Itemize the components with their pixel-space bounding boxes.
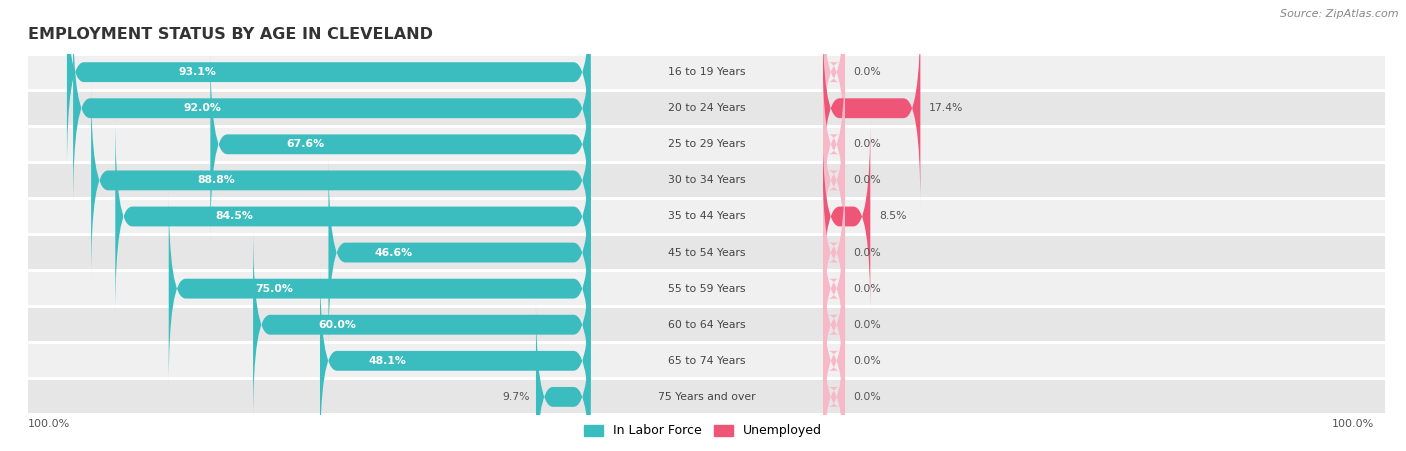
FancyBboxPatch shape <box>591 344 823 377</box>
FancyBboxPatch shape <box>28 272 591 305</box>
Text: 30 to 34 Years: 30 to 34 Years <box>668 175 745 185</box>
FancyBboxPatch shape <box>169 190 591 387</box>
FancyBboxPatch shape <box>823 118 870 315</box>
FancyBboxPatch shape <box>823 55 1385 89</box>
Text: 48.1%: 48.1% <box>368 356 406 366</box>
FancyBboxPatch shape <box>591 380 823 414</box>
FancyBboxPatch shape <box>28 200 591 233</box>
Text: 60.0%: 60.0% <box>319 320 356 330</box>
FancyBboxPatch shape <box>823 344 1385 377</box>
FancyBboxPatch shape <box>823 10 921 207</box>
FancyBboxPatch shape <box>823 380 1385 414</box>
FancyBboxPatch shape <box>823 226 845 423</box>
FancyBboxPatch shape <box>536 299 591 451</box>
FancyBboxPatch shape <box>591 200 823 233</box>
Text: 0.0%: 0.0% <box>853 356 882 366</box>
FancyBboxPatch shape <box>823 308 1385 341</box>
Text: 92.0%: 92.0% <box>184 103 221 113</box>
FancyBboxPatch shape <box>823 190 845 387</box>
FancyBboxPatch shape <box>28 55 591 89</box>
FancyBboxPatch shape <box>823 299 845 451</box>
Text: 55 to 59 Years: 55 to 59 Years <box>668 284 745 294</box>
Text: 67.6%: 67.6% <box>287 139 325 149</box>
Text: 75 Years and over: 75 Years and over <box>658 392 755 402</box>
Text: 45 to 54 Years: 45 to 54 Years <box>668 248 745 258</box>
FancyBboxPatch shape <box>591 272 823 305</box>
Text: Source: ZipAtlas.com: Source: ZipAtlas.com <box>1281 9 1399 19</box>
FancyBboxPatch shape <box>73 10 591 207</box>
Text: 0.0%: 0.0% <box>853 248 882 258</box>
Text: EMPLOYMENT STATUS BY AGE IN CLEVELAND: EMPLOYMENT STATUS BY AGE IN CLEVELAND <box>28 27 433 42</box>
FancyBboxPatch shape <box>823 82 845 279</box>
Text: 0.0%: 0.0% <box>853 67 882 77</box>
Text: 84.5%: 84.5% <box>215 212 253 221</box>
Text: 0.0%: 0.0% <box>853 392 882 402</box>
FancyBboxPatch shape <box>67 0 591 170</box>
FancyBboxPatch shape <box>591 92 823 125</box>
Text: 25 to 29 Years: 25 to 29 Years <box>668 139 745 149</box>
FancyBboxPatch shape <box>321 262 591 451</box>
FancyBboxPatch shape <box>823 164 1385 197</box>
Text: 0.0%: 0.0% <box>853 320 882 330</box>
FancyBboxPatch shape <box>28 380 591 414</box>
Text: 65 to 74 Years: 65 to 74 Years <box>668 356 745 366</box>
FancyBboxPatch shape <box>823 92 1385 125</box>
FancyBboxPatch shape <box>28 344 591 377</box>
Text: 8.5%: 8.5% <box>879 212 907 221</box>
Text: 60 to 64 Years: 60 to 64 Years <box>668 320 745 330</box>
FancyBboxPatch shape <box>823 262 845 451</box>
FancyBboxPatch shape <box>28 164 591 197</box>
FancyBboxPatch shape <box>211 46 591 243</box>
FancyBboxPatch shape <box>823 46 845 243</box>
FancyBboxPatch shape <box>823 200 1385 233</box>
FancyBboxPatch shape <box>823 272 1385 305</box>
Legend: In Labor Force, Unemployed: In Labor Force, Unemployed <box>579 419 827 442</box>
FancyBboxPatch shape <box>253 226 591 423</box>
FancyBboxPatch shape <box>823 0 845 170</box>
Text: 16 to 19 Years: 16 to 19 Years <box>668 67 745 77</box>
Text: 17.4%: 17.4% <box>929 103 963 113</box>
Text: 0.0%: 0.0% <box>853 139 882 149</box>
FancyBboxPatch shape <box>591 128 823 161</box>
FancyBboxPatch shape <box>28 128 591 161</box>
Text: 75.0%: 75.0% <box>256 284 292 294</box>
FancyBboxPatch shape <box>823 236 1385 269</box>
FancyBboxPatch shape <box>591 236 823 269</box>
FancyBboxPatch shape <box>329 154 591 351</box>
FancyBboxPatch shape <box>115 118 591 315</box>
FancyBboxPatch shape <box>91 82 591 279</box>
Text: 46.6%: 46.6% <box>375 248 413 258</box>
FancyBboxPatch shape <box>591 308 823 341</box>
FancyBboxPatch shape <box>823 128 1385 161</box>
Text: 0.0%: 0.0% <box>853 284 882 294</box>
FancyBboxPatch shape <box>28 308 591 341</box>
FancyBboxPatch shape <box>591 164 823 197</box>
Text: 35 to 44 Years: 35 to 44 Years <box>668 212 745 221</box>
Text: 100.0%: 100.0% <box>28 419 70 429</box>
FancyBboxPatch shape <box>28 236 591 269</box>
Text: 88.8%: 88.8% <box>197 175 235 185</box>
Text: 100.0%: 100.0% <box>1331 419 1374 429</box>
Text: 20 to 24 Years: 20 to 24 Years <box>668 103 745 113</box>
Text: 0.0%: 0.0% <box>853 175 882 185</box>
FancyBboxPatch shape <box>28 92 591 125</box>
FancyBboxPatch shape <box>591 55 823 89</box>
Text: 93.1%: 93.1% <box>179 67 217 77</box>
Text: 9.7%: 9.7% <box>503 392 530 402</box>
FancyBboxPatch shape <box>823 154 845 351</box>
